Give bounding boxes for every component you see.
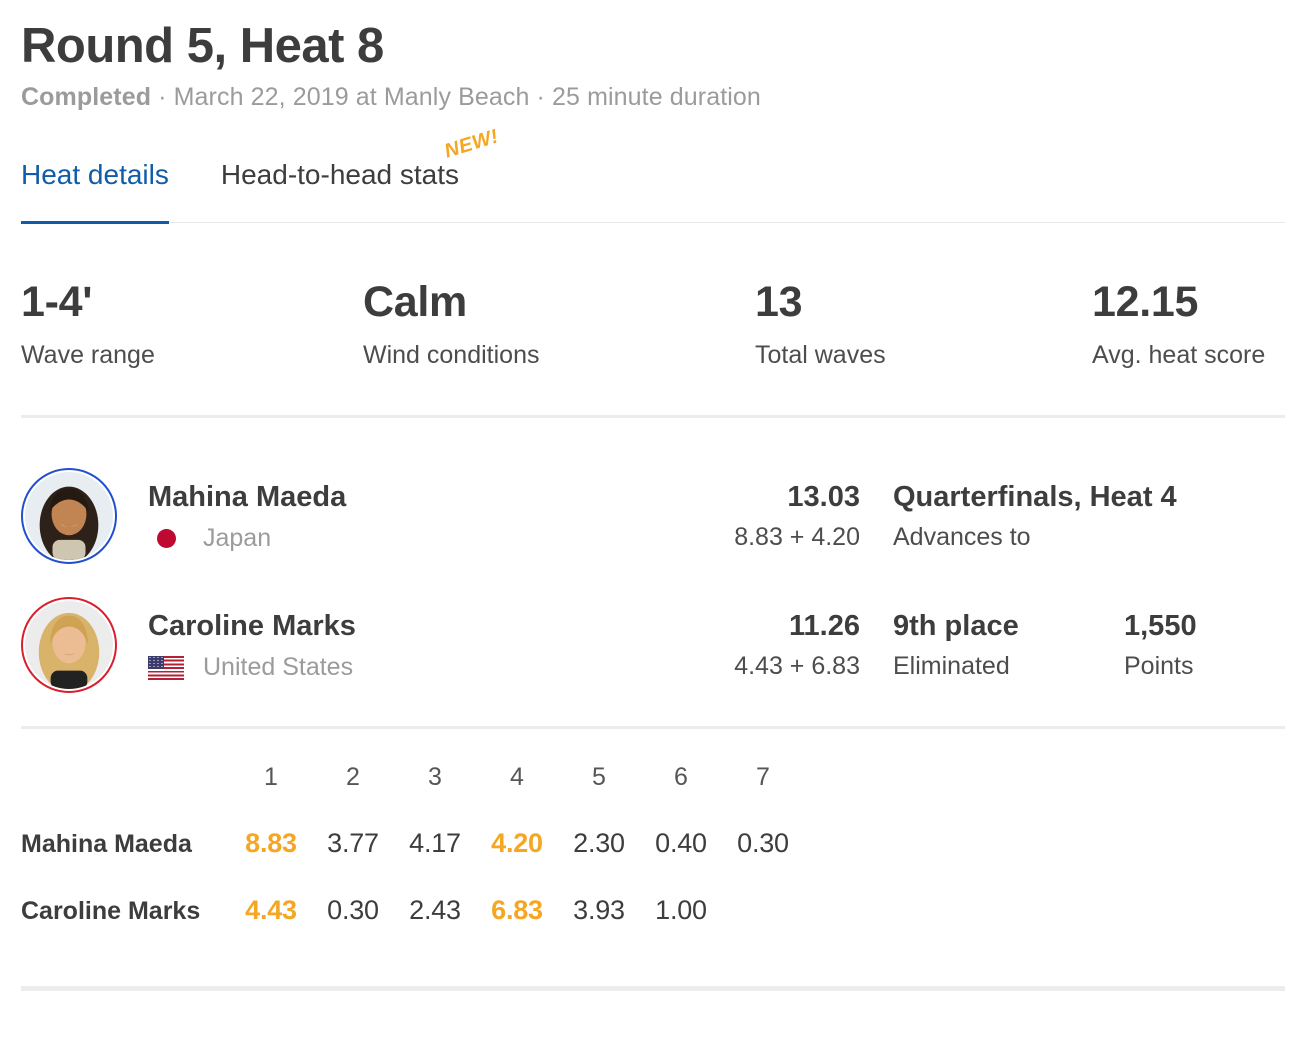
points-column: 1,550 Points [1124, 597, 1285, 681]
points-column [1124, 468, 1285, 490]
heat-date-location: March 22, 2019 at Manly Beach [173, 83, 530, 112]
wave-score: 4.43 [245, 895, 297, 926]
wave-score: 0.40 [655, 828, 707, 859]
wave-score-table: 1 2 3 4 5 6 7 Mahina Maeda 8.83 3.77 4.1… [21, 729, 1285, 926]
section-divider [21, 415, 1285, 419]
stat-wind-conditions: Calm Wind conditions [363, 278, 755, 370]
points-value: 1,550 [1124, 610, 1197, 643]
score-breakdown: 4.43 + 6.83 [734, 652, 860, 681]
stat-label: Wave range [21, 341, 155, 370]
surfer-photo-placeholder [25, 601, 113, 690]
wave-number: 6 [674, 763, 688, 792]
stat-wave-range: 1-4' Wave range [21, 278, 363, 370]
score-column: 13.03 8.83 + 4.20 [648, 468, 860, 552]
surfer-info: Mahina Maeda Japan [148, 468, 648, 553]
us-flag-icon [148, 655, 184, 680]
advance-target: Quarterfinals, Heat 4 [893, 481, 1177, 514]
wave-score: 3.77 [327, 828, 379, 859]
heat-page: Round 5, Heat 8 Completed · March 22, 20… [21, 19, 1285, 992]
country-row: Japan [148, 524, 648, 553]
country-name: United States [203, 653, 354, 682]
stat-avg-heat-score: 12.15 Avg. heat score [1092, 278, 1285, 370]
avatar-caroline-marks[interactable] [21, 597, 117, 694]
wave-number: 7 [756, 763, 770, 792]
avatar-mahina-maeda[interactable] [21, 468, 117, 565]
score-column: 11.26 4.43 + 6.83 [648, 597, 860, 681]
heat-subtitle: Completed · March 22, 2019 at Manly Beac… [21, 83, 1285, 112]
stat-label: Wind conditions [363, 341, 540, 370]
heat-stats: 1-4' Wave range Calm Wind conditions 13 … [21, 278, 1285, 370]
wave-score: 8.83 [245, 828, 297, 859]
wave-number: 4 [510, 763, 524, 792]
result-status: Advances to [893, 523, 1031, 552]
surfer-row-caroline-marks: Caroline Marks United States 11.26 4.43 … [21, 597, 1285, 694]
surfer-row-mahina-maeda: Mahina Maeda Japan 13.03 8.83 + 4.20 Qua… [21, 468, 1285, 565]
score-breakdown: 8.83 + 4.20 [734, 523, 860, 552]
wave-score: 4.17 [409, 828, 461, 859]
bottom-divider [21, 986, 1285, 992]
heat-status: Completed [21, 83, 152, 112]
wave-row-caroline-marks: Caroline Marks 4.43 0.30 2.43 6.83 3.93 … [21, 895, 1285, 926]
surfer-info: Caroline Marks United States [148, 597, 648, 682]
points-label: Points [1124, 652, 1194, 681]
total-score: 11.26 [789, 610, 860, 643]
wave-number: 2 [346, 763, 360, 792]
wave-score: 0.30 [737, 828, 789, 859]
wave-score: 0.30 [327, 895, 379, 926]
stat-total-waves: 13 Total waves [755, 278, 1092, 370]
stat-value: Calm [363, 278, 467, 327]
wave-row-mahina-maeda: Mahina Maeda 8.83 3.77 4.17 4.20 2.30 0.… [21, 828, 1285, 859]
surfer-name[interactable]: Mahina Maeda [148, 481, 347, 514]
wave-score: 6.83 [491, 895, 543, 926]
stat-value: 13 [755, 278, 803, 327]
tab-head-to-head-stats[interactable]: Head-to-head stats NEW! [220, 126, 501, 222]
stat-label: Total waves [755, 341, 886, 370]
surfer-photo-placeholder [25, 472, 113, 561]
wave-score: 2.30 [573, 828, 625, 859]
wave-table-header: 1 2 3 4 5 6 7 [21, 763, 1285, 792]
country-row: United States [148, 653, 648, 682]
tab-heat-details[interactable]: Heat details [21, 159, 169, 225]
new-badge: NEW! [441, 125, 501, 163]
result-column: Quarterfinals, Heat 4 Advances to [893, 468, 1177, 552]
wave-row-name: Caroline Marks [21, 897, 201, 926]
wave-score: 1.00 [655, 895, 707, 926]
country-name: Japan [203, 524, 272, 553]
result-column: 9th place Eliminated [893, 597, 1124, 681]
wave-score: 3.93 [573, 895, 625, 926]
wave-number: 5 [592, 763, 606, 792]
wave-score: 4.20 [491, 828, 543, 859]
wave-number: 3 [428, 763, 442, 792]
tab-head-to-head-label: Head-to-head stats [220, 159, 460, 191]
japan-flag-icon [148, 527, 184, 551]
tab-bar: Heat details Head-to-head stats NEW! [21, 126, 1285, 225]
separator-dot: · [536, 83, 545, 112]
surfer-name[interactable]: Caroline Marks [148, 610, 356, 643]
result-status: Eliminated [893, 652, 1010, 681]
stat-value: 12.15 [1092, 278, 1199, 327]
avatar-cell [21, 468, 148, 565]
wave-row-name: Mahina Maeda [21, 830, 192, 859]
stat-label: Avg. heat score [1092, 341, 1266, 370]
finish-place: 9th place [893, 610, 1019, 643]
surfer-results: Mahina Maeda Japan 13.03 8.83 + 4.20 Qua… [21, 418, 1285, 694]
section-divider [21, 726, 1285, 730]
total-score: 13.03 [787, 481, 860, 514]
heat-duration: 25 minute duration [552, 83, 761, 112]
wave-number: 1 [264, 763, 278, 792]
stat-value: 1-4' [21, 278, 93, 327]
avatar-cell [21, 597, 148, 694]
page-title: Round 5, Heat 8 [21, 19, 384, 73]
wave-score: 2.43 [409, 895, 461, 926]
separator-dot: · [158, 83, 167, 112]
